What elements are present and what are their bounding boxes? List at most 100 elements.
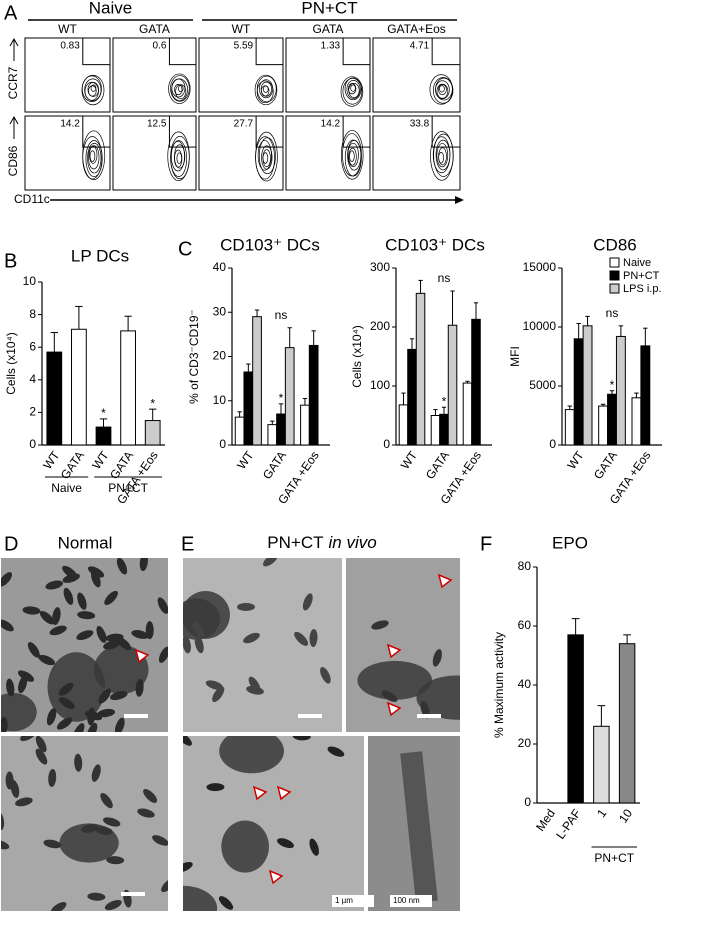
granule bbox=[262, 557, 278, 567]
bar bbox=[284, 347, 295, 446]
granule bbox=[103, 817, 121, 827]
scale-label: 100 nm bbox=[393, 896, 420, 905]
granule bbox=[182, 735, 192, 746]
column-header: GATA+Eos bbox=[387, 22, 446, 36]
granule bbox=[56, 717, 73, 730]
contour bbox=[88, 145, 100, 170]
y-axis-label: % of CD3⁻CD19⁻ bbox=[187, 309, 201, 404]
contour bbox=[174, 84, 183, 96]
marker-label: CCR7 bbox=[6, 66, 20, 99]
contour bbox=[178, 84, 184, 93]
micrograph-content bbox=[0, 735, 169, 912]
gate-value: 27.7 bbox=[234, 119, 254, 130]
plot-frame bbox=[198, 37, 284, 113]
granule bbox=[35, 735, 47, 753]
bar bbox=[567, 634, 584, 804]
micrograph-content bbox=[182, 735, 345, 912]
granule bbox=[91, 764, 101, 782]
chart-title: CD103⁺ DCs bbox=[385, 235, 485, 254]
plot-frame bbox=[372, 115, 461, 191]
plot-frame bbox=[112, 115, 197, 191]
granule bbox=[86, 722, 98, 733]
granule bbox=[38, 654, 56, 666]
contour bbox=[435, 80, 450, 100]
contour bbox=[263, 85, 269, 93]
y-tick-label: 2 bbox=[29, 405, 36, 419]
bar bbox=[398, 404, 409, 446]
bar bbox=[120, 330, 136, 446]
contour bbox=[85, 140, 103, 177]
contour bbox=[87, 81, 99, 97]
bar bbox=[234, 416, 245, 446]
bar bbox=[607, 393, 617, 446]
contour bbox=[438, 152, 444, 164]
bar bbox=[640, 345, 651, 446]
gate bbox=[342, 37, 371, 66]
panel-label: A bbox=[4, 2, 18, 24]
granule bbox=[432, 649, 442, 667]
y-tick-label: 10 bbox=[213, 393, 227, 407]
bar bbox=[582, 325, 593, 446]
arrowhead bbox=[134, 648, 150, 664]
y-tick-label: 40 bbox=[518, 677, 532, 691]
annotation: ns bbox=[275, 308, 288, 322]
panel-label: C bbox=[178, 238, 192, 260]
annotation: ns bbox=[438, 271, 451, 285]
nucleus bbox=[47, 652, 106, 722]
micrograph-bg bbox=[182, 557, 343, 733]
gate bbox=[431, 37, 461, 66]
gate bbox=[82, 37, 111, 66]
arrow-head bbox=[455, 196, 464, 204]
granule bbox=[52, 607, 61, 625]
group-header: PN+CT bbox=[301, 0, 357, 17]
granule bbox=[58, 697, 75, 709]
plot-frame bbox=[285, 37, 371, 113]
contour bbox=[84, 78, 102, 102]
x-tick-label: GATA bbox=[591, 449, 620, 482]
panel-label: B bbox=[4, 250, 17, 272]
y-tick-label: 0 bbox=[29, 437, 36, 451]
micrograph-frame bbox=[366, 734, 462, 913]
y-axis-label: MFI bbox=[508, 346, 522, 367]
annotation: * bbox=[279, 391, 284, 405]
micrograph-bg bbox=[0, 735, 169, 912]
micrograph-content bbox=[0, 557, 169, 733]
granule bbox=[0, 572, 13, 587]
gate-value: 5.59 bbox=[234, 41, 254, 52]
micrograph bbox=[181, 556, 344, 734]
contour bbox=[344, 139, 362, 177]
bar bbox=[300, 404, 310, 446]
granule bbox=[73, 723, 85, 733]
contour bbox=[350, 84, 356, 92]
granule bbox=[91, 570, 101, 588]
panel-title: PN+CT in vivo bbox=[267, 533, 376, 552]
y-axis-label: Cells (x10⁴) bbox=[4, 332, 18, 395]
group-label: PN+CT bbox=[108, 481, 148, 495]
y-tick-label: 0 bbox=[383, 437, 390, 451]
y-tick-label: 10000 bbox=[523, 319, 557, 333]
nucleus bbox=[221, 820, 269, 873]
granule bbox=[58, 682, 74, 696]
granule bbox=[5, 771, 14, 790]
y-tick-label: 100 bbox=[370, 378, 390, 392]
x-tick-label: WT bbox=[89, 448, 112, 472]
y-tick-label: 60 bbox=[518, 618, 532, 632]
y-tick-label: 8 bbox=[29, 307, 36, 321]
contour bbox=[259, 79, 274, 99]
contour bbox=[170, 75, 190, 102]
micrograph bbox=[0, 556, 170, 734]
contour bbox=[258, 137, 276, 175]
scale-label: 1 µm bbox=[335, 896, 353, 905]
contour bbox=[340, 76, 364, 107]
y-tick-label: 6 bbox=[29, 339, 36, 353]
contour bbox=[90, 84, 97, 92]
contour bbox=[170, 140, 188, 177]
contour bbox=[433, 133, 454, 177]
granule bbox=[294, 631, 309, 646]
contour bbox=[254, 74, 278, 106]
contour bbox=[349, 150, 355, 162]
gate bbox=[255, 37, 284, 66]
granule bbox=[35, 748, 48, 765]
granule bbox=[243, 632, 260, 644]
